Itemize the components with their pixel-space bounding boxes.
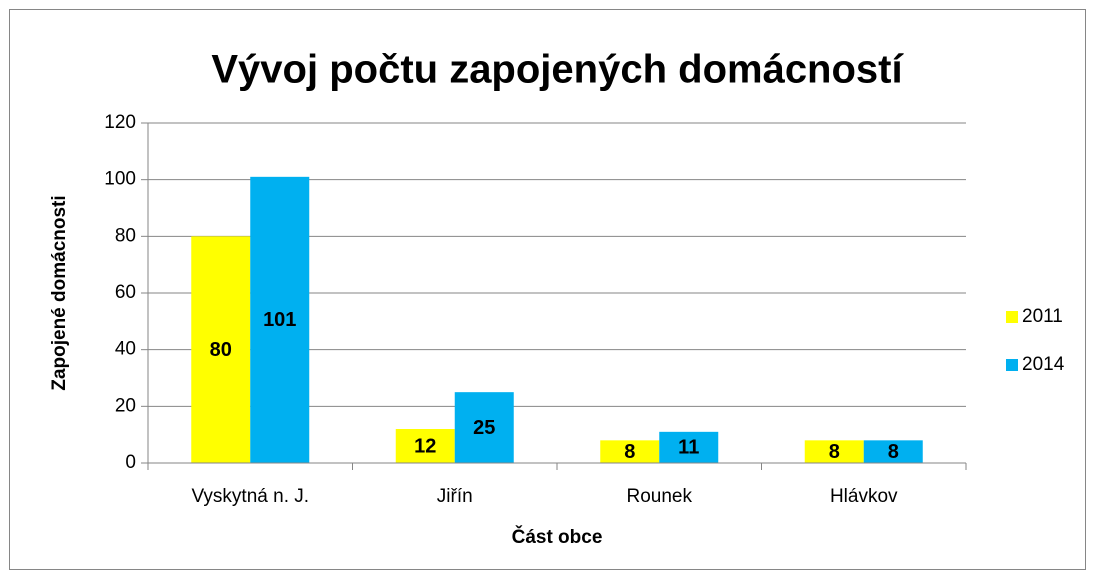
data-label: 8 <box>888 441 899 463</box>
legend-label: 2011 <box>1022 306 1063 327</box>
bar <box>600 440 660 463</box>
data-label: 8 <box>829 441 840 463</box>
bar <box>659 431 719 463</box>
bar <box>250 176 310 464</box>
x-tick-label: Rounek <box>627 486 693 507</box>
y-tick-label: 40 <box>115 339 136 360</box>
chart-title: Vývoj počtu zapojených domácností <box>211 48 904 92</box>
data-label: 101 <box>263 309 296 331</box>
data-label: 12 <box>414 435 436 457</box>
x-axis-label: Část obce <box>512 526 603 548</box>
y-axis-label: Zapojené domácnosti <box>49 195 70 390</box>
data-label: 25 <box>473 417 495 439</box>
legend-swatch <box>1006 359 1018 371</box>
data-label: 80 <box>210 339 232 361</box>
legend-label: 2014 <box>1022 354 1065 375</box>
y-tick-label: 100 <box>104 169 136 190</box>
legend-swatch <box>1006 311 1018 323</box>
data-label: 8 <box>624 441 635 463</box>
data-label: 11 <box>678 437 699 459</box>
y-tick-label: 80 <box>115 225 136 246</box>
x-tick-label: Vyskytná n. J. <box>191 486 309 507</box>
chart-border <box>9 9 1086 570</box>
x-tick-label: Hlávkov <box>830 486 898 507</box>
y-tick-label: 0 <box>125 452 136 473</box>
bar <box>863 440 923 463</box>
bar <box>191 236 251 463</box>
y-tick-label: 20 <box>115 395 136 416</box>
y-tick-label: 60 <box>115 282 136 303</box>
bar <box>395 429 455 463</box>
y-tick-label: 120 <box>104 112 136 133</box>
x-tick-label: Jiřín <box>437 486 473 507</box>
bar <box>454 392 514 463</box>
bar <box>804 440 864 463</box>
